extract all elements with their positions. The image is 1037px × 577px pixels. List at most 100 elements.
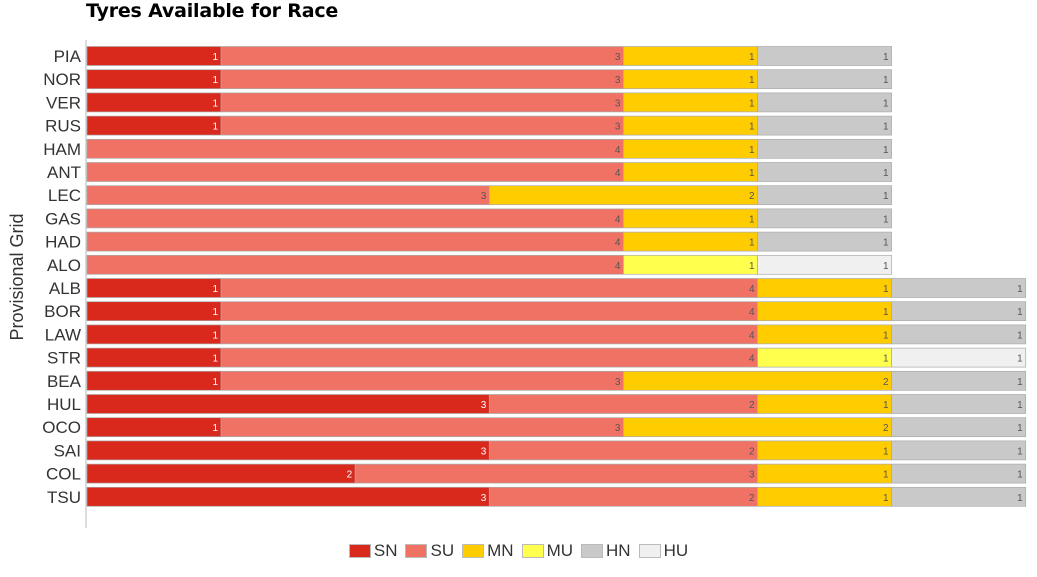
data-label: 1	[883, 191, 889, 202]
bar-segment-mn	[757, 301, 892, 322]
bar-segment-sn	[86, 370, 222, 391]
data-label: 3	[615, 377, 621, 388]
data-label: 4	[749, 307, 755, 318]
category-label: COL	[46, 465, 81, 484]
chart-plot: Provisional Grid PIA 1 3 1 1 NOR 1 3 1 1 VER 1 3 1 1 RU…	[7, 40, 1027, 528]
data-label: 2	[749, 400, 755, 411]
bar-segment-su	[354, 463, 758, 484]
legend-swatch	[405, 544, 428, 558]
data-label: 1	[883, 214, 889, 225]
data-label: 1	[883, 354, 889, 365]
data-label: 1	[883, 284, 889, 295]
data-label: 1	[749, 98, 755, 109]
bar-segment-su	[220, 92, 624, 113]
data-label: 2	[883, 377, 889, 388]
category-label: LEC	[48, 186, 81, 205]
bar-segment-su	[86, 208, 624, 229]
data-label: 1	[1017, 307, 1023, 318]
data-label: 3	[481, 493, 487, 504]
bar-segment-sn	[86, 347, 222, 368]
data-label: 1	[213, 98, 219, 109]
bar-segment-su	[488, 394, 758, 414]
bar-segment-su	[220, 347, 758, 368]
legend-label: MU	[546, 541, 574, 560]
category-label: LAW	[45, 325, 81, 344]
y-axis-label: Provisional Grid	[7, 213, 27, 340]
data-label: 4	[749, 354, 755, 365]
bar-segment-mn	[757, 463, 892, 484]
bar-segment-mn	[623, 162, 758, 182]
data-label: 3	[615, 423, 621, 434]
category-label: HAM	[43, 140, 81, 159]
bar-segment-hn	[891, 394, 1027, 414]
category-label: ALB	[49, 279, 81, 298]
bar-segment-su	[86, 231, 624, 252]
bar-segment-su	[488, 440, 758, 461]
bar-segment-hn	[757, 185, 892, 206]
data-label: 2	[749, 191, 755, 202]
legend-item-su: SU	[405, 541, 454, 561]
bar-segment-su	[220, 278, 758, 298]
bar-segment-hn	[891, 417, 1027, 438]
data-label: 1	[883, 238, 889, 249]
chart-title: Tyres Available for Race	[86, 0, 339, 22]
data-label: 2	[347, 470, 353, 481]
data-label: 1	[883, 330, 889, 341]
legend-label: HN	[606, 541, 631, 560]
data-label: 2	[749, 493, 755, 504]
bar-segment-mn	[757, 278, 892, 298]
data-label: 1	[749, 214, 755, 225]
bar-segment-sn	[86, 324, 222, 345]
bar-segment-sn	[86, 394, 490, 414]
data-label: 1	[883, 52, 889, 63]
data-label: 3	[615, 98, 621, 109]
legend-label: SU	[430, 541, 455, 560]
data-label: 1	[1017, 354, 1023, 365]
bar-segment-mu	[757, 347, 892, 368]
bar-segment-hu	[757, 254, 892, 275]
bar-segment-hn	[757, 208, 892, 229]
bar-segment-hn	[757, 46, 892, 66]
category-label: SAI	[54, 441, 81, 460]
bar-segment-sn	[86, 69, 222, 90]
bar-segment-sn	[86, 46, 222, 66]
category-label: TSU	[47, 488, 81, 507]
bar-segment-su	[86, 185, 490, 206]
bar-segment-hn	[891, 278, 1027, 298]
legend-item-hu: HU	[638, 541, 688, 561]
legend-swatch	[348, 544, 371, 558]
bar-segment-mu	[623, 254, 758, 275]
legend-swatch	[581, 544, 604, 558]
data-label: 1	[883, 122, 889, 133]
bar-segment-hn	[891, 440, 1027, 461]
data-label: 1	[213, 284, 219, 295]
bar-segment-su	[220, 115, 624, 136]
bar-segment-sn	[86, 486, 490, 507]
legend-item-mu: MU	[521, 541, 574, 561]
bar-segment-hn	[757, 138, 892, 159]
category-label: ANT	[47, 163, 81, 182]
bar-segment-su	[220, 69, 624, 90]
bar-segment-hn	[757, 115, 892, 136]
data-label: 4	[615, 145, 621, 156]
data-label: 1	[749, 168, 755, 179]
category-label: HAD	[45, 233, 81, 252]
bar-segment-hn	[891, 370, 1027, 391]
bar-segment-mn	[623, 370, 892, 391]
data-label: 4	[749, 330, 755, 341]
bar-segment-sn	[86, 463, 356, 484]
data-label: 1	[883, 493, 889, 504]
legend-swatch	[462, 544, 485, 558]
bar-segment-su	[220, 46, 624, 66]
bar-segment-sn	[86, 115, 222, 136]
data-label: 1	[749, 145, 755, 156]
bar-segment-mn	[623, 69, 758, 90]
data-label: 4	[749, 284, 755, 295]
bar-segment-mn	[623, 417, 892, 438]
data-label: 1	[883, 168, 889, 179]
data-label: 1	[749, 238, 755, 249]
bar-segment-sn	[86, 301, 222, 322]
data-label: 1	[1017, 377, 1023, 388]
bar-segment-mn	[623, 231, 758, 252]
data-label: 2	[883, 423, 889, 434]
